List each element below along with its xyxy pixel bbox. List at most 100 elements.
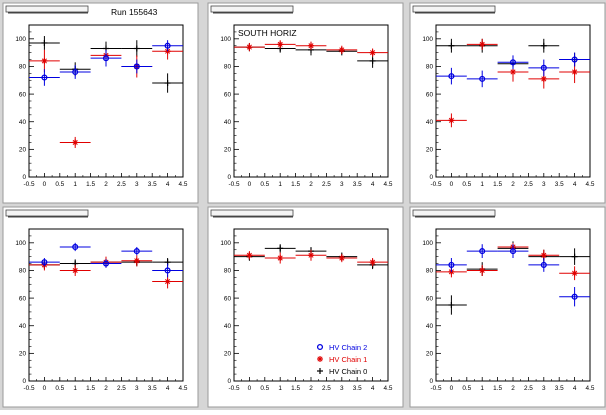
marker-chain1-d2 <box>572 69 578 75</box>
marker-chain1-d2 <box>72 139 78 146</box>
y-tick-label: 60 <box>224 295 232 302</box>
marker-chain1-d2 <box>165 278 171 285</box>
marker-chain1 <box>338 255 345 262</box>
marker-chain1 <box>41 57 48 64</box>
marker-chain1-d2 <box>339 255 345 261</box>
data-point-chain2 <box>466 70 498 88</box>
x-tick-label: 0 <box>450 181 454 188</box>
y-tick-label: 20 <box>19 147 27 154</box>
marker-chain2 <box>164 267 171 274</box>
marker-chain1 <box>571 68 578 75</box>
marker-chain0 <box>540 42 547 49</box>
x-tick-label: 1 <box>278 385 282 392</box>
x-tick-label: 2.5 <box>524 385 533 392</box>
marker-chain1-d2 <box>277 255 283 261</box>
marker-chain1 <box>338 46 345 53</box>
y-tick-label: 40 <box>19 119 27 126</box>
marker-chain0 <box>369 57 376 64</box>
marker-chain0 <box>571 253 578 260</box>
data-point-chain0 <box>152 73 183 93</box>
y-tick-label: 60 <box>224 91 232 98</box>
x-tick-label: 3 <box>340 181 344 188</box>
pad-title-box <box>210 209 294 217</box>
y-tick-label: 80 <box>19 268 27 275</box>
x-tick-label: 0.5 <box>260 181 269 188</box>
data-point-chain1 <box>234 251 265 260</box>
y-tick-label: 100 <box>220 36 231 43</box>
y-tick-label: 60 <box>19 295 27 302</box>
x-tick-label: -0.5 <box>430 385 441 392</box>
x-tick-label: 0.5 <box>55 385 64 392</box>
marker-chain1-d2 <box>72 267 78 274</box>
data-point-chain0 <box>90 41 122 56</box>
x-tick-label: 3 <box>340 385 344 392</box>
marker-chain2 <box>102 55 110 62</box>
data-point-chain0 <box>528 38 560 53</box>
x-tick-label: 1 <box>73 385 77 392</box>
data-point-chain2 <box>29 258 60 267</box>
x-tick-label: 2 <box>104 385 108 392</box>
x-tick-label: 4 <box>573 385 577 392</box>
marker-chain1-d2 <box>246 44 252 50</box>
legend-marker-chain0 <box>317 368 323 374</box>
x-tick-label: 4 <box>166 385 170 392</box>
pad-title-shadow <box>213 216 293 218</box>
marker-chain1 <box>308 42 314 49</box>
marker-chain1 <box>164 278 171 285</box>
x-tick-label: 0.5 <box>462 181 471 188</box>
marker-chain1 <box>540 75 547 82</box>
marker-chain2 <box>509 248 517 255</box>
series-chain0 <box>436 241 590 315</box>
x-tick-label: 4 <box>371 385 375 392</box>
y-tick-label: 60 <box>426 91 434 98</box>
y-tick-label: 100 <box>15 240 26 247</box>
marker-chain1-d2 <box>370 259 376 265</box>
data-point-chain2 <box>559 52 590 67</box>
marker-chain1-d2 <box>134 258 140 264</box>
x-tick-label: 2.5 <box>322 385 331 392</box>
y-tick-label: 80 <box>224 64 232 71</box>
data-point-chain1 <box>264 40 296 49</box>
data-point-chain1 <box>295 249 327 261</box>
marker-chain2 <box>133 248 140 255</box>
marker-chain1-d2 <box>308 252 314 258</box>
marker-chain1-d2 <box>510 69 516 75</box>
y-tick-label: 0 <box>22 378 26 385</box>
marker-chain1-d2 <box>277 41 283 47</box>
series-chain1 <box>234 249 388 267</box>
pad-title-shadow <box>213 12 293 14</box>
legend-item-chain2: HV Chain 2 <box>316 343 367 352</box>
data-point-chain2 <box>121 59 153 74</box>
x-tick-label: 3 <box>135 385 139 392</box>
x-tick-label: -0.5 <box>23 181 34 188</box>
y-tick-label: 80 <box>19 64 27 71</box>
pad-background <box>207 206 404 408</box>
pad-title-box <box>5 209 89 217</box>
marker-chain2 <box>509 59 517 66</box>
pad-background <box>409 2 606 204</box>
y-tick-label: 20 <box>426 147 434 154</box>
marker-chain1 <box>72 267 79 274</box>
x-tick-label: -0.5 <box>228 385 239 392</box>
x-tick-label: -0.5 <box>430 181 441 188</box>
marker-chain1-d2 <box>541 252 547 258</box>
marker-chain1 <box>308 252 314 259</box>
y-tick-label: 40 <box>19 323 27 330</box>
chart-pad-2: -0.5 0 0.5 1 1.5 2 2.5 3 3.5 4 4.5020406080100SOUT… <box>207 2 404 204</box>
marker-chain1-d2 <box>479 267 485 274</box>
x-tick-label: 3.5 <box>555 181 564 188</box>
pad-background <box>409 206 606 408</box>
y-tick-label: 40 <box>224 119 232 126</box>
marker-chain2 <box>479 75 486 82</box>
marker-chain1-d2 <box>339 47 345 53</box>
x-tick-label: 1.5 <box>493 181 502 188</box>
x-tick-label: 4.5 <box>384 385 393 392</box>
x-tick-label: 3.5 <box>148 385 157 392</box>
x-tick-label: 0.5 <box>260 385 269 392</box>
data-point-chain1 <box>295 41 327 50</box>
marker-chain1-d2 <box>41 58 47 64</box>
pad-title-box <box>412 5 496 13</box>
series-chain2 <box>436 52 590 88</box>
